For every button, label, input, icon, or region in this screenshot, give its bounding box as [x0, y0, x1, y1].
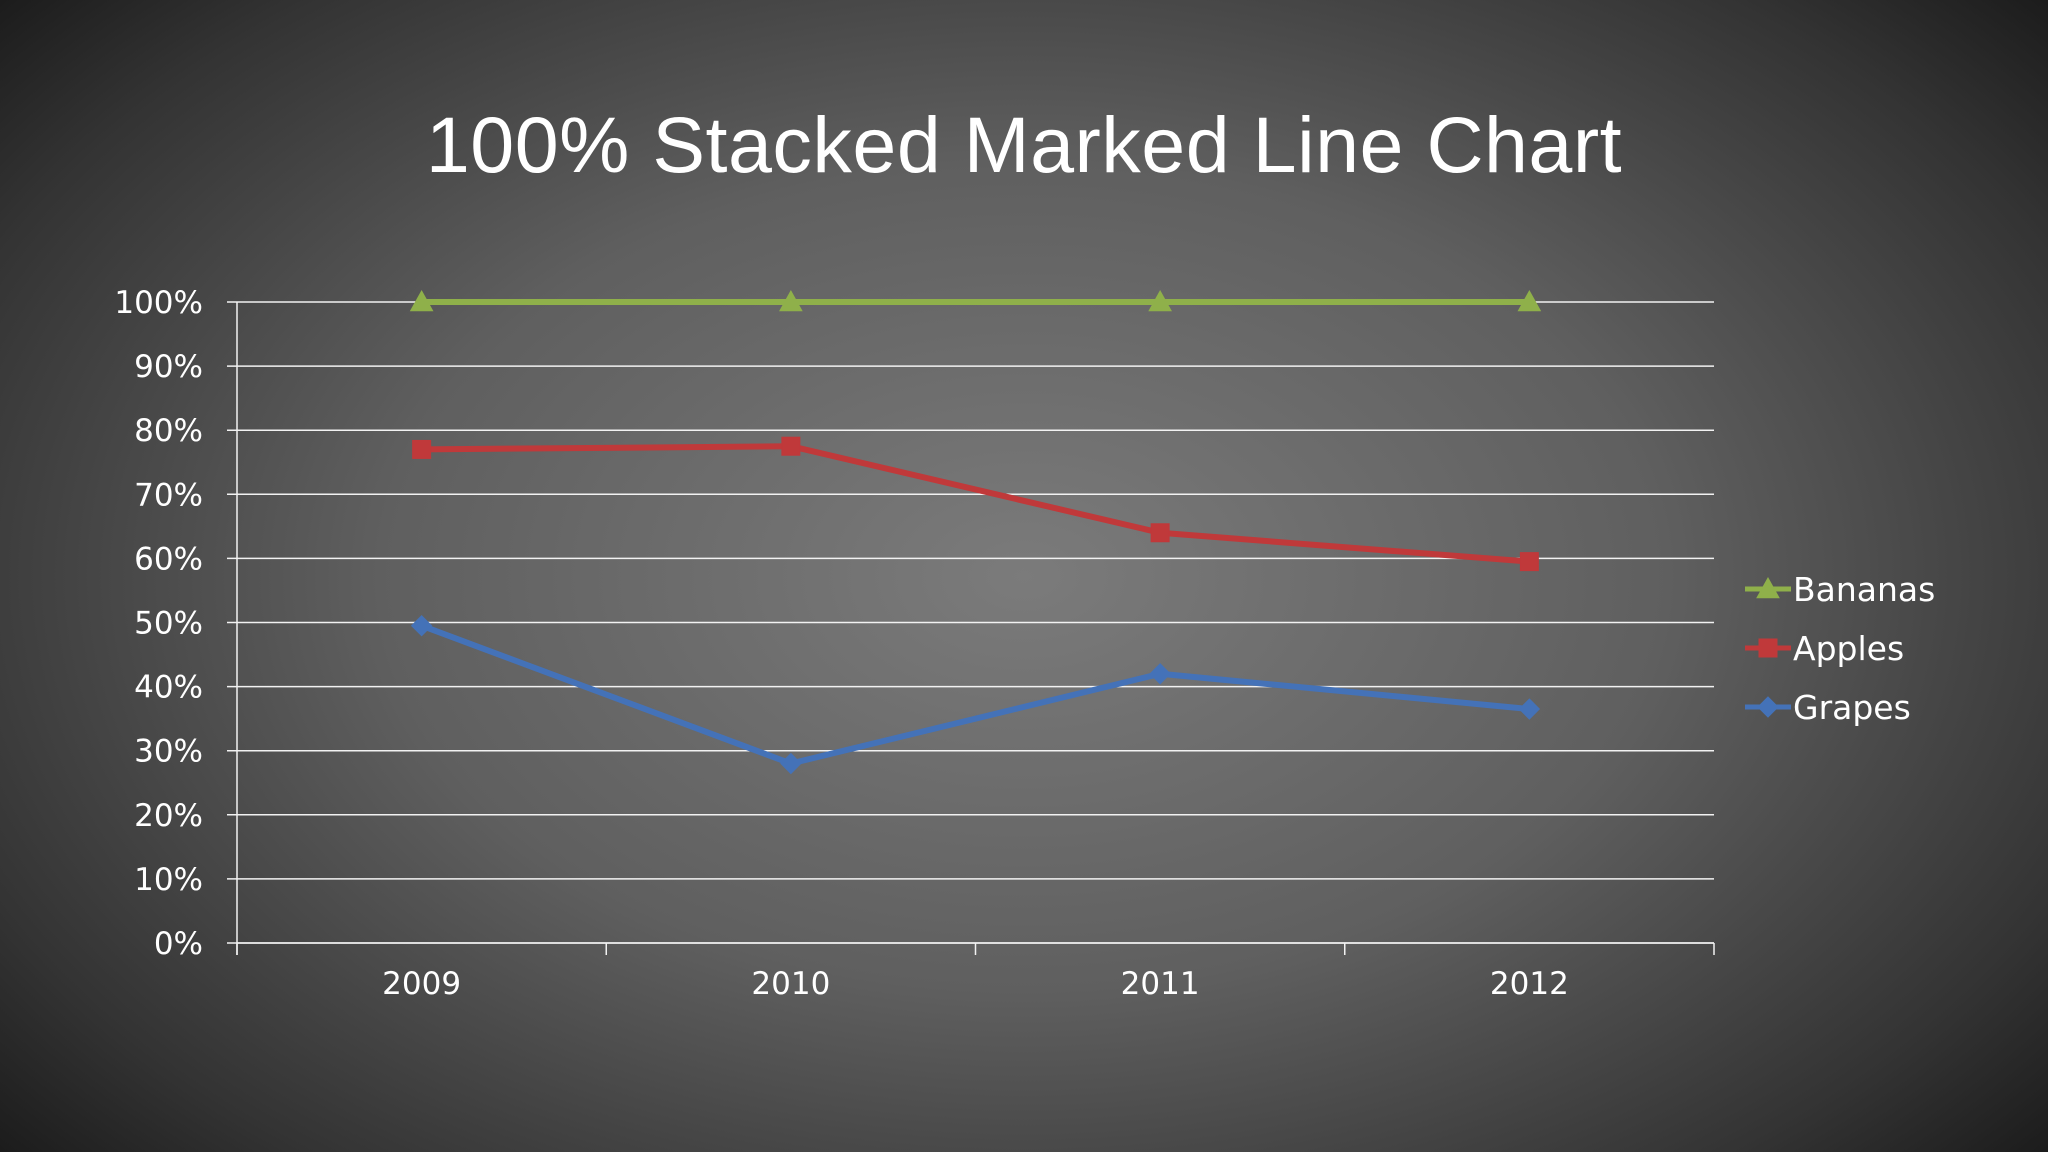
series-line-grapes — [418, 622, 1533, 767]
legend-marker-apples — [1758, 638, 1778, 658]
data-point-bananas — [409, 289, 434, 312]
legend-item-apples: Apples — [1745, 629, 1904, 668]
y-tick-label: 80% — [134, 413, 203, 449]
y-tick-label: 60% — [134, 541, 203, 577]
gridlines — [227, 301, 1714, 944]
data-point-bananas — [779, 289, 803, 312]
legend: Bananas Apples Grapes — [1745, 570, 1935, 727]
data-point-apples — [781, 436, 801, 456]
data-point-bananas — [1148, 289, 1172, 312]
y-tick-label: 30% — [134, 734, 203, 770]
legend-label-grapes: Grapes — [1793, 688, 1911, 727]
legend-label-bananas: Bananas — [1793, 570, 1935, 609]
x-tick-label: 2011 — [1121, 966, 1200, 1002]
data-point-grapes — [1149, 663, 1171, 685]
axes: 0% 10% 20% 30% 40% 50% 60% 70% 80% 90% 100% 2009 201… — [114, 285, 1715, 1002]
legend-item-grapes: Grapes — [1745, 688, 1911, 727]
y-tick-label: 100% — [114, 285, 203, 321]
legend-label-apples: Apples — [1793, 629, 1904, 668]
x-tick-label: 2012 — [1490, 966, 1569, 1002]
series-line-apples — [418, 443, 1533, 565]
data-point-grapes — [1518, 698, 1541, 720]
legend-marker-grapes — [1757, 696, 1779, 718]
data-point-apples — [1150, 523, 1170, 543]
y-tick-label: 90% — [134, 349, 203, 385]
data-point-apples — [1519, 552, 1539, 572]
x-tick-label: 2010 — [751, 966, 830, 1002]
y-tick-label: 0% — [154, 926, 203, 962]
data-point-grapes — [780, 752, 802, 775]
y-tick-label: 70% — [134, 477, 203, 513]
legend-item-bananas: Bananas — [1745, 570, 1935, 609]
series-apples — [412, 436, 1539, 572]
chart-title: 100% Stacked Marked Line Chart — [425, 100, 1623, 189]
series-bananas — [409, 289, 1542, 312]
data-point-grapes — [410, 614, 433, 637]
y-tick-label: 50% — [134, 606, 203, 642]
x-tick-label: 2009 — [382, 966, 461, 1002]
y-tick-label: 40% — [134, 670, 203, 706]
series-layer — [409, 289, 1542, 775]
y-tick-label: 10% — [134, 862, 203, 898]
data-point-apples — [412, 439, 432, 459]
y-tick-label: 20% — [134, 798, 203, 834]
series-grapes — [410, 614, 1541, 775]
data-point-bananas — [1517, 289, 1542, 312]
legend-marker-bananas — [1756, 576, 1780, 599]
